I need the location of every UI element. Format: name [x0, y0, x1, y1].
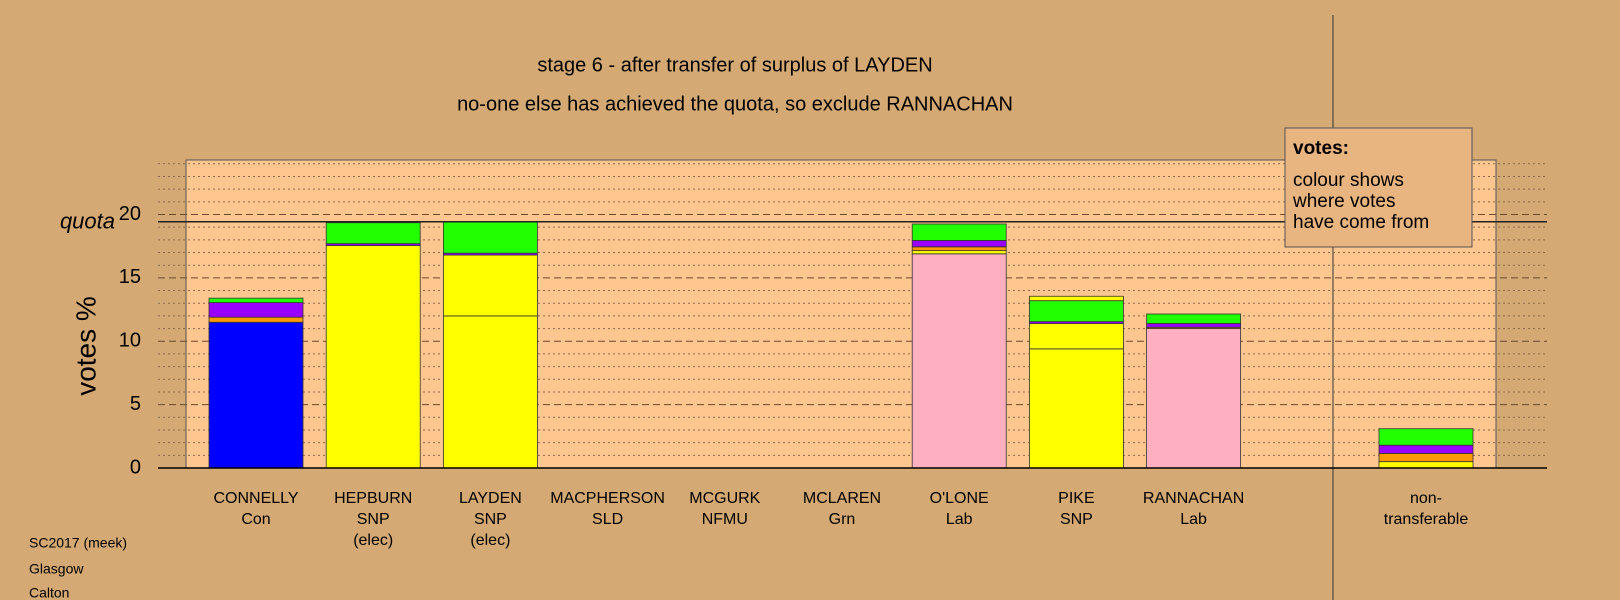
bar-segment: [911, 246, 1007, 252]
footer-text: Calton: [29, 585, 69, 600]
bar-segment: [442, 254, 538, 317]
x-tick-label: (elec): [353, 532, 393, 549]
bar-segment: [1378, 444, 1474, 454]
annotation-line: have come from: [1293, 212, 1429, 233]
x-tick-label: O'LONE: [930, 490, 989, 507]
bar-segment: [442, 221, 538, 254]
bar-segment: [325, 245, 421, 469]
bar-segment: [1146, 323, 1241, 328]
x-tick-label: MCLAREN: [803, 490, 881, 507]
bar-segment: [1029, 295, 1124, 302]
footer-text: Glasgow: [29, 561, 84, 577]
x-tick-label: Lab: [946, 511, 973, 528]
quota-label: quota: [60, 209, 115, 234]
y-axis-label: votes %: [70, 296, 101, 396]
y-tick-label: 20: [119, 203, 141, 225]
chart-subtitle: no-one else has achieved the quota, so e…: [457, 93, 1013, 115]
x-tick-label: Lab: [1180, 511, 1207, 528]
x-tick-label: PIKE: [1058, 490, 1094, 507]
bar-segment: [1378, 428, 1474, 446]
bar-segment: [208, 321, 304, 469]
x-tick-label: MCGURK: [689, 490, 760, 507]
x-tick-label: (elec): [470, 532, 510, 549]
bar-segment: [911, 240, 1007, 248]
y-tick-label: 10: [119, 330, 141, 352]
bar-segment: [1378, 461, 1474, 469]
bar-segment: [911, 253, 1007, 469]
x-tick-label: Con: [241, 511, 270, 528]
bar-segment: [208, 297, 304, 303]
annotation-title: votes:: [1293, 138, 1349, 159]
x-tick-label: LAYDEN: [459, 490, 522, 507]
x-tick-label: HEPBURN: [334, 490, 412, 507]
bar-segment: [442, 315, 538, 469]
y-tick-label: 0: [130, 456, 141, 478]
bar-segment: [911, 223, 1007, 241]
bar-segment: [1146, 328, 1241, 469]
x-tick-label: CONNELLY: [213, 490, 298, 507]
x-tick-label: transferable: [1384, 511, 1469, 528]
chart-title: stage 6 - after transfer of surplus of L…: [537, 54, 932, 76]
bar-segment: [1146, 313, 1241, 324]
x-tick-label: Grn: [829, 511, 856, 528]
y-tick-label: 15: [119, 266, 141, 288]
x-tick-label: NFMU: [702, 511, 748, 528]
annotation-box: [1284, 127, 1473, 248]
y-tick-label: 5: [130, 393, 141, 415]
bar-segment: [1378, 453, 1474, 463]
bar-segment: [208, 302, 304, 318]
plot: 0 5 10 15 20 CONNELLY Con HEPBURN SNP (elec) LAYDE…: [60, 163, 1547, 549]
bar-segment: [325, 222, 421, 245]
x-tick-label: non-: [1410, 490, 1442, 507]
bar-segment: [1029, 300, 1124, 323]
bar-segment: [1029, 323, 1124, 350]
x-tick-label: SNP: [357, 511, 390, 528]
footer-text: SC2017 (meek): [29, 535, 127, 551]
x-tick-label: MACPHERSON: [550, 490, 665, 507]
x-tick-label: SNP: [474, 511, 507, 528]
annotation-line: colour shows: [1293, 170, 1404, 191]
x-tick-label: SNP: [1060, 511, 1093, 528]
bar-segment: [911, 250, 1007, 255]
annotation-line: where votes: [1292, 191, 1395, 212]
x-tick-label: SLD: [592, 511, 623, 528]
x-tick-label: RANNACHAN: [1143, 490, 1244, 507]
bar-segment: [208, 316, 304, 323]
bar-segment: [1029, 348, 1124, 469]
